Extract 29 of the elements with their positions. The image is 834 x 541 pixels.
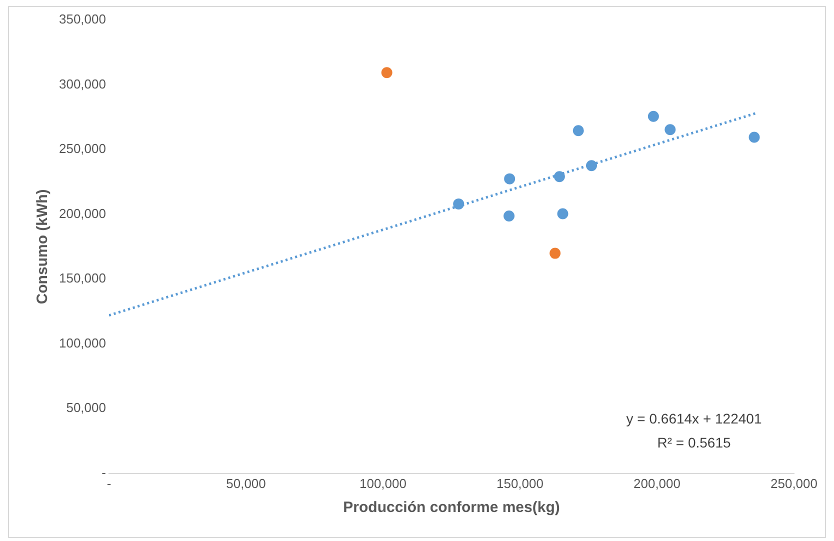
point <box>664 124 676 136</box>
y-tick-label: 200,000 <box>58 206 106 221</box>
x-tick-label: 150,000 <box>496 476 544 491</box>
y-tick-label: 250,000 <box>58 141 106 156</box>
point <box>572 125 584 136</box>
point <box>381 67 392 78</box>
y-tick-label: - <box>102 464 106 480</box>
point <box>504 173 516 184</box>
y-tick-label: 50,000 <box>66 400 106 416</box>
point <box>453 198 464 210</box>
annotation: y = 0.6614x + 122401 <box>626 410 762 426</box>
point <box>554 171 565 182</box>
y-tick-label: 150,000 <box>58 270 106 286</box>
point <box>504 210 515 222</box>
x-tick-label: 100,000 <box>359 476 406 491</box>
annotation: R² = 0.5615 <box>657 434 731 450</box>
point <box>748 132 760 143</box>
y-tick-label: 300,000 <box>58 76 106 92</box>
x-tick-label: 200,000 <box>634 476 680 491</box>
point <box>557 208 568 220</box>
point <box>648 110 659 122</box>
x-tick-label: 50,000 <box>226 476 266 491</box>
point <box>550 248 561 259</box>
x-tick-label: 250,000 <box>770 476 818 491</box>
y-tick-label: 100,000 <box>58 335 106 350</box>
y-axis-title: Consumo (kWh) <box>34 189 52 304</box>
point <box>586 160 598 172</box>
x-axis-title: Producción conforme mes(kg) <box>343 499 560 516</box>
y-tick-label: 350,000 <box>58 12 106 27</box>
